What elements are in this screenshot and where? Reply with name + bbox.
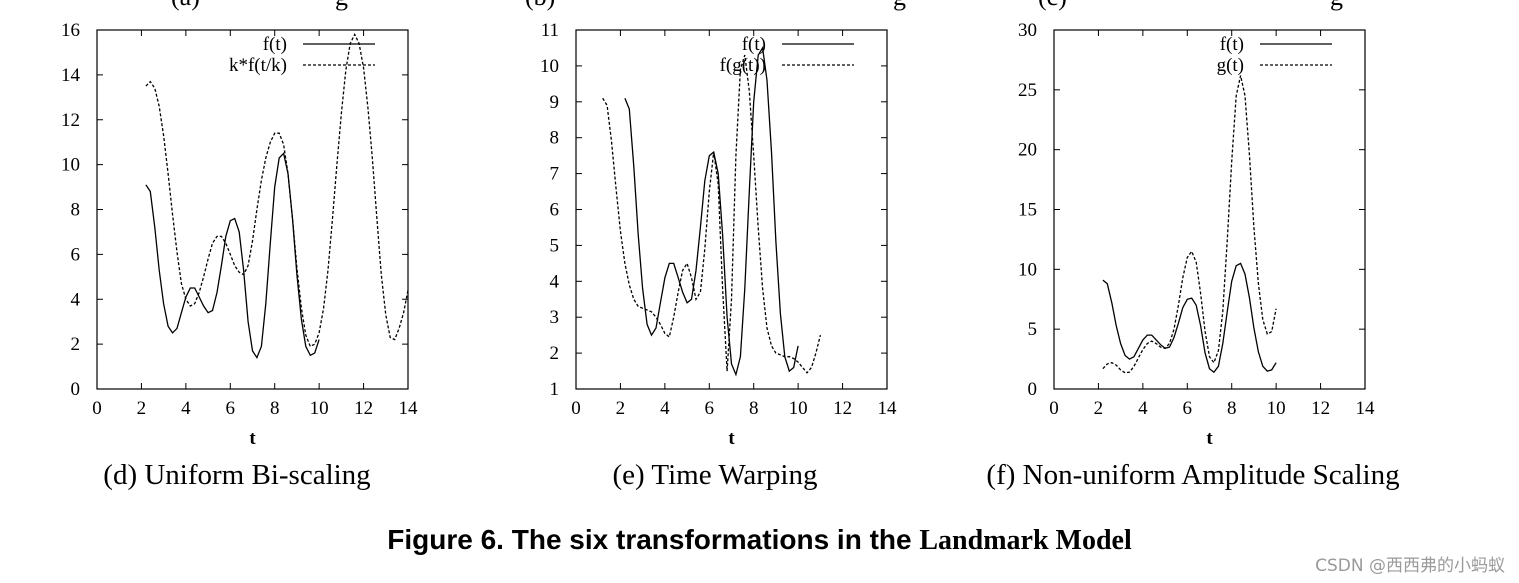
- y-tick-label: 12: [61, 110, 80, 131]
- series-line-dashed: [1102, 75, 1277, 374]
- x-tick-label: 8: [1227, 398, 1237, 419]
- y-tick-label: 3: [550, 307, 560, 328]
- x-tick-label: 4: [660, 398, 670, 419]
- top-cut-labels: (a) g (b) g (c) g: [171, 0, 1343, 11]
- watermark: CSDN @西西弗的小蚂蚁: [1315, 556, 1505, 576]
- x-tick-label: 14: [878, 398, 898, 419]
- x-tick-label: 6: [1183, 398, 1193, 419]
- cut-label-b: (b): [525, 0, 555, 11]
- x-tick-label: 2: [137, 398, 147, 419]
- figure-caption-tail: Landmark Model: [919, 525, 1132, 556]
- y-tick-label: 2: [71, 334, 81, 355]
- y-tick-label: 16: [61, 20, 80, 41]
- legend-label: f(t): [263, 34, 287, 55]
- x-tick-label: 10: [1267, 398, 1286, 419]
- cut-label-a: (a): [171, 0, 200, 11]
- y-tick-label: 4: [71, 289, 81, 310]
- cut-label-c-tail: g: [1330, 0, 1343, 11]
- legend-label: g(t): [1217, 55, 1244, 76]
- series-line-solid: [145, 152, 320, 359]
- caption-e: (e) Time Warping: [613, 459, 818, 491]
- y-tick-label: 14: [61, 65, 81, 86]
- plot-frame: [1053, 29, 1366, 390]
- caption-d: (d) Uniform Bi-scaling: [103, 459, 370, 491]
- caption-f: (f) Non-uniform Amplitude Scaling: [986, 459, 1399, 491]
- y-tick-label: 20: [1018, 140, 1037, 161]
- y-tick-label: 1: [550, 379, 560, 400]
- series-line-dashed: [602, 54, 822, 374]
- x-axis-label: t: [728, 428, 735, 449]
- y-tick-label: 6: [71, 244, 81, 265]
- y-tick-label: 7: [550, 164, 560, 185]
- x-tick-label: 12: [354, 398, 373, 419]
- y-tick-label: 4: [550, 271, 560, 292]
- chart-non-uniform-amplitude-scaling: 0 2 4 6 8 10 12 14 0 5 10 15 20 25 30 t f(t)g(t): [1018, 20, 1375, 449]
- y-tick-label: 9: [550, 92, 560, 113]
- y-tick-label: 8: [71, 200, 81, 221]
- figure-caption-main: Figure 6. The six transformations in the: [387, 524, 920, 555]
- y-tick-label: 6: [550, 200, 560, 221]
- cut-label-a-tail: g: [335, 0, 348, 11]
- y-tick-label: 0: [71, 379, 81, 400]
- x-tick-label: 2: [1094, 398, 1104, 419]
- x-tick-label: 2: [616, 398, 626, 419]
- y-tick-label: 15: [1018, 200, 1037, 221]
- legend-label: f(t): [742, 34, 766, 55]
- x-axis-label: t: [249, 428, 256, 449]
- y-tick-label: 2: [550, 343, 560, 364]
- x-tick-label: 14: [1356, 398, 1376, 419]
- x-tick-label: 10: [789, 398, 808, 419]
- x-tick-label: 12: [833, 398, 852, 419]
- y-tick-label: 10: [1018, 259, 1037, 280]
- x-tick-label: 0: [1049, 398, 1059, 419]
- cut-label-b-tail: g: [893, 0, 906, 11]
- y-tick-label: 30: [1018, 20, 1037, 41]
- y-tick-label: 0: [1028, 379, 1038, 400]
- x-tick-label: 8: [749, 398, 759, 419]
- x-tick-label: 4: [181, 398, 191, 419]
- legend-label: f(t): [1220, 34, 1244, 55]
- y-tick-label: 5: [1028, 319, 1038, 340]
- legend-label: k*f(t/k): [229, 55, 287, 76]
- x-tick-label: 4: [1138, 398, 1148, 419]
- y-tick-label: 5: [550, 235, 560, 256]
- series-line-solid: [1102, 262, 1277, 374]
- chart-uniform-bi-scaling: 0 2 4 6 8 10 12 14 0 2 4 6 8 10 12 14 16 t f(t)k*f(t/k): [61, 20, 418, 449]
- series-line-solid: [624, 46, 799, 377]
- y-tick-label: 11: [541, 20, 559, 41]
- y-tick-label: 10: [61, 155, 80, 176]
- x-tick-label: 0: [571, 398, 581, 419]
- x-tick-label: 14: [399, 398, 419, 419]
- x-tick-label: 6: [705, 398, 715, 419]
- y-tick-label: 8: [550, 128, 560, 149]
- x-axis-label: t: [1206, 428, 1213, 449]
- plot-frame: [575, 29, 888, 390]
- x-tick-label: 0: [92, 398, 102, 419]
- cut-label-c: (c): [1038, 0, 1067, 11]
- x-tick-label: 6: [226, 398, 236, 419]
- figure-caption: Figure 6. The six transformations in the…: [0, 524, 1519, 557]
- plot-frame: [96, 29, 409, 390]
- y-tick-label: 10: [540, 56, 559, 77]
- x-tick-label: 12: [1311, 398, 1330, 419]
- x-tick-label: 10: [310, 398, 329, 419]
- legend-label: f(g(t)): [720, 55, 766, 76]
- y-tick-label: 25: [1018, 80, 1037, 101]
- x-tick-label: 8: [270, 398, 280, 419]
